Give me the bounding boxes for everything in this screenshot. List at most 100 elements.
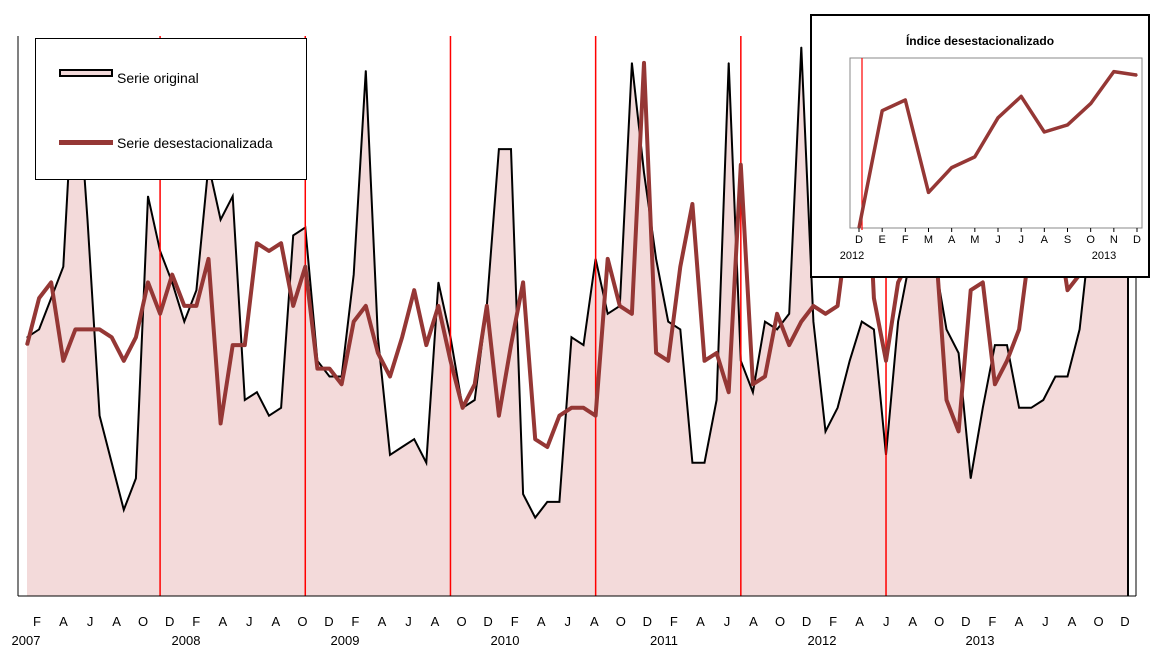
deseasonalized-point (546, 446, 549, 448)
deseasonalized-point (195, 305, 198, 307)
legend-label-deseasonalized: Serie desestacionalizada (117, 135, 273, 151)
inset-title: Índice desestacionalizado (905, 34, 1055, 48)
original-point (812, 321, 815, 323)
original-point (38, 328, 40, 330)
original-point (897, 321, 899, 323)
original-point (510, 148, 512, 150)
year-dividers (159, 36, 887, 596)
x-year-label: 2011 (650, 633, 678, 648)
original-point (1018, 407, 1020, 409)
legend-swatch-deseasonalized (59, 140, 113, 145)
original-point (99, 415, 101, 417)
original-point (776, 328, 778, 330)
original-point (522, 493, 524, 495)
original-point (716, 399, 718, 401)
x-month-tick-label: A (1015, 614, 1024, 629)
deseasonalized-point (437, 305, 440, 307)
inset-x-tick-label: N (1110, 234, 1118, 246)
x-month-tick-label: F (988, 614, 996, 629)
inset-plot: D E F M A M J J A S O N D 2012 2013 (840, 57, 1143, 262)
original-point (401, 446, 403, 448)
deseasonalized-point (776, 313, 778, 315)
original-point (1079, 328, 1081, 330)
deseasonalized-point (824, 313, 827, 315)
original-point (353, 274, 355, 276)
inset-point (1089, 102, 1092, 105)
original-point (220, 219, 222, 221)
x-month-tick-label: J (87, 614, 94, 629)
x-month-tick-label: O (934, 614, 944, 629)
original-point (498, 148, 500, 150)
original-point (631, 62, 633, 64)
deseasonalized-point (86, 328, 89, 331)
inset-x-tick-label: J (1018, 234, 1024, 246)
original-point (425, 462, 427, 464)
deseasonalized-point (498, 414, 500, 417)
original-point (111, 462, 113, 464)
legend: Serie original Serie desestacionalizada (35, 38, 307, 180)
x-month-tick-label: A (696, 614, 705, 629)
original-point (728, 62, 730, 64)
x-year-label: 2008 (172, 633, 201, 648)
deseasonalized-point (207, 258, 210, 260)
original-point (958, 352, 960, 354)
x-month-tick-label: J (724, 614, 731, 629)
original-point (703, 462, 706, 464)
inset-x-tick-label: M (970, 234, 979, 246)
original-point (1030, 407, 1032, 409)
deseasonalized-point (679, 265, 682, 268)
deseasonalized-point (183, 305, 186, 307)
deseasonalized-point (268, 250, 270, 252)
deseasonalized-point (643, 62, 645, 64)
original-point (570, 336, 573, 338)
deseasonalized-point (667, 360, 669, 362)
deseasonalized-point (752, 383, 754, 386)
deseasonalized-point (425, 344, 428, 346)
x-year-label: 2007 (12, 633, 41, 648)
x-month-tick-label: A (431, 614, 440, 629)
deseasonalized-point (764, 375, 766, 378)
deseasonalized-point (594, 414, 597, 417)
inset-x-tick-label: A (1041, 234, 1049, 246)
x-month-tick-label: A (749, 614, 758, 629)
x-month-tick-label: O (138, 614, 148, 629)
original-point (183, 321, 185, 323)
deseasonalized-point (957, 430, 960, 433)
x-month-tick-label: D (165, 614, 174, 629)
deseasonalized-point (365, 305, 367, 307)
deseasonalized-point (231, 344, 234, 346)
x-month-tick-label: A (590, 614, 599, 629)
x-year-label: 2009 (331, 633, 360, 648)
inset-point (1020, 95, 1022, 98)
x-month-tick-label: J (883, 614, 890, 629)
original-point (377, 336, 379, 338)
deseasonalized-point (159, 313, 161, 315)
inset-point (997, 117, 999, 119)
deseasonalized-point (413, 289, 416, 292)
x-month-tick-label: D (643, 614, 652, 629)
original-point (764, 321, 766, 323)
x-month-tick-label: F (511, 614, 519, 629)
deseasonalized-point (74, 328, 77, 331)
original-point (582, 344, 585, 346)
deseasonalized-point (619, 305, 621, 307)
original-point (147, 195, 149, 197)
x-month-tick-label: F (351, 614, 359, 629)
deseasonalized-point (510, 344, 512, 346)
original-point (800, 46, 802, 48)
x-month-tick-label: F (829, 614, 837, 629)
deseasonalized-point (449, 360, 452, 362)
inset-x-tick-label: A (948, 234, 956, 246)
inset-plot-frame (849, 57, 1143, 229)
original-point (861, 321, 863, 323)
x-month-tick-label: D (802, 614, 811, 629)
x-month-tick-label: J (246, 614, 253, 629)
deseasonalized-point (715, 352, 718, 354)
inset-chart: Índice desestacionalizado D E F M A M J J A S O N D 2… (810, 14, 1150, 278)
original-point (292, 234, 294, 236)
deseasonalized-point (280, 242, 282, 244)
x-year-label: 2010 (491, 633, 520, 648)
inset-frame (849, 57, 1143, 230)
inset-series (857, 69, 1138, 229)
original-point (389, 454, 391, 456)
